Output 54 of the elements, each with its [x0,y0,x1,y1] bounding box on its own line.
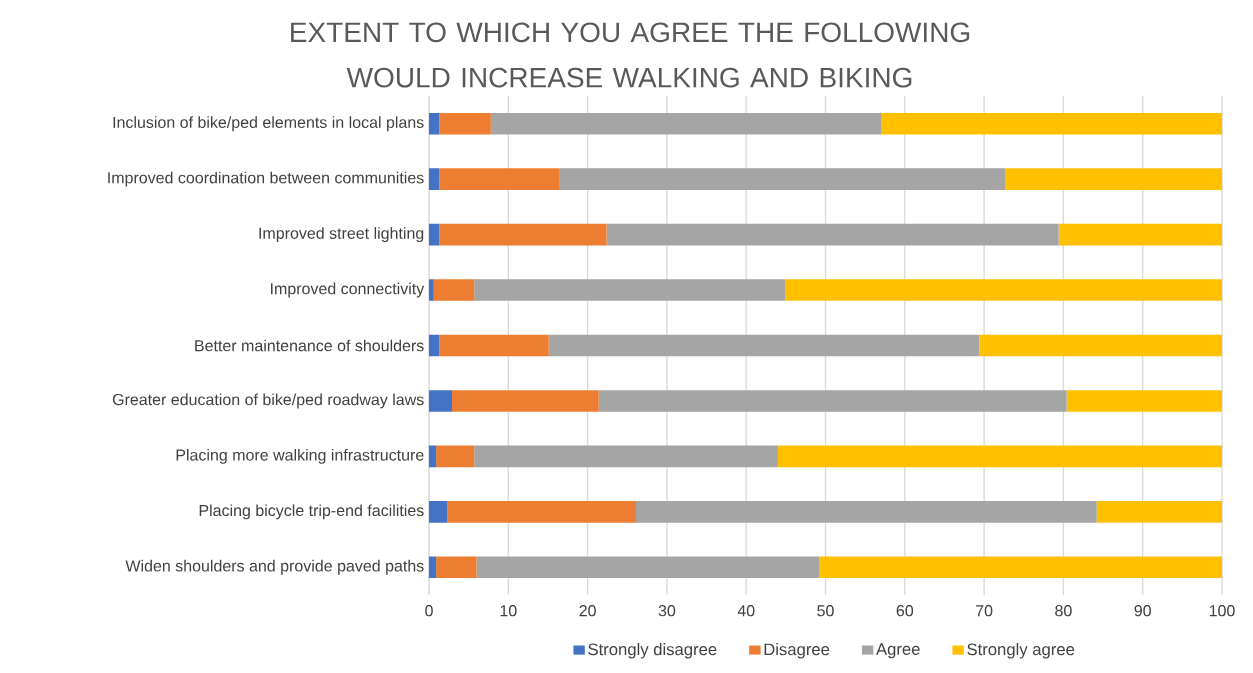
y-tick-label: Placing bicycle trip-end facilities [199,504,424,520]
bar [598,390,1067,412]
y-tick-label: Improved street lighting [259,227,424,243]
bar [439,168,560,190]
bar [490,112,882,135]
bar [439,334,549,357]
bar [474,279,786,301]
x-tick-label: 0 [425,605,433,617]
x-tick-label: 90 [1134,605,1151,617]
bar [476,556,820,579]
bar [436,445,475,468]
bar [979,334,1222,357]
y-tick-label: Better maintenance of shoulders [195,339,424,352]
y-tick-label: Greater education of bike/ped roadway laws [112,393,424,409]
y-tick-label: Improved coordination between communities [108,171,424,187]
y-tick-label: Inclusion of bike/ped elements in local plans [113,116,424,132]
bar [881,112,1222,135]
bar [777,445,1222,468]
bar [635,501,1097,523]
bar [1096,501,1222,523]
y-tick-label: Widen shoulders and provide paved paths [125,559,424,575]
x-tick-label: 80 [1055,605,1072,617]
x-tick-label: 40 [737,605,755,617]
bar [1005,168,1222,190]
bar [439,223,607,246]
bar [1058,223,1222,246]
chart-title: EXTENT TO WHICH YOU AGREE THE FOLLOWING WOULD INCREASE WALKING AND BIKING [291,22,970,88]
x-tick-label: 10 [500,605,517,617]
bar [819,556,1222,579]
legend-label: Strongly agree [967,643,1075,659]
x-tick-label: 100 [1209,605,1235,617]
bar [433,279,475,301]
x-tick-label: 60 [896,605,914,617]
bar [606,223,1059,246]
bar [447,501,636,523]
bar [429,390,452,412]
bar [452,390,599,412]
x-tick-label: 20 [579,605,596,617]
bar [474,445,778,468]
bar [439,112,491,135]
legend-label: Disagree [764,643,830,659]
y-tick-label: Placing more walking infrastructure [176,448,424,464]
bar [785,279,1222,301]
bar [548,334,980,357]
legend-label: Agree [876,643,920,659]
bar [429,501,448,523]
x-tick-label: 50 [817,605,834,617]
legend-label: Strongly disagree [588,643,717,659]
x-tick-label: 70 [976,605,993,617]
x-tick-label: 30 [658,605,676,617]
bar [1066,390,1222,412]
bar [436,556,477,579]
y-tick-label: Improved connectivity [271,282,425,298]
bar [559,168,1006,190]
